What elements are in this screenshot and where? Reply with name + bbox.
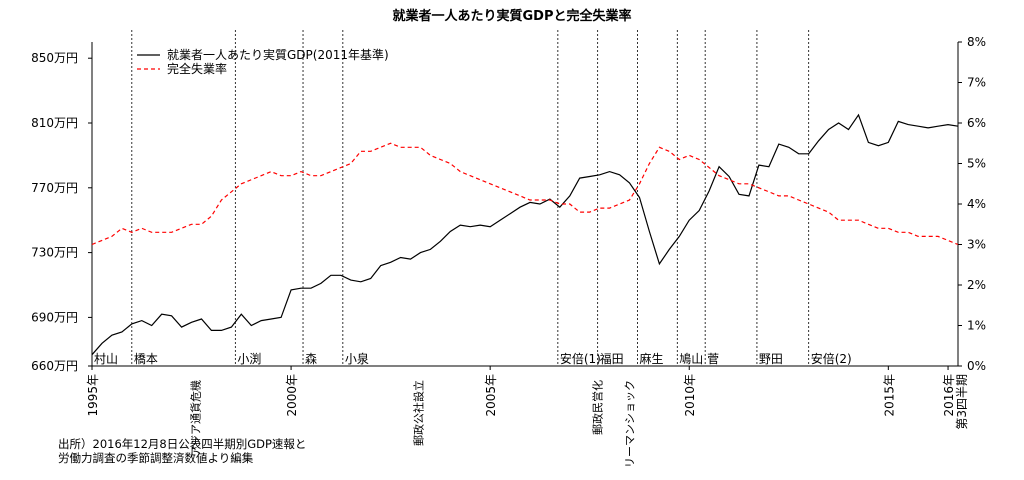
cabinet-divider-lines: [131, 30, 810, 366]
event-label: アジア通貨危機: [189, 380, 203, 457]
x-tick-label: 2000年: [285, 374, 299, 417]
event-label: リーマンショック: [624, 380, 637, 468]
left-tick-label: 850万円: [31, 51, 78, 65]
cabinet-label: 菅: [707, 352, 719, 366]
cabinet-label: 野田: [759, 352, 783, 366]
left-tick-label: 690万円: [31, 310, 78, 324]
right-tick-label: 5%: [967, 157, 986, 171]
gdp-series-line: [91, 113, 959, 356]
cabinet-label: 小渕: [237, 352, 261, 366]
right-tick-label: 1%: [967, 319, 986, 333]
cabinet-label: 村山: [94, 352, 118, 366]
chart-title: 就業者一人あたり実質GDPと完全失業率: [392, 9, 632, 24]
cabinet-label: 橋本: [134, 352, 158, 366]
left-tick-label: 660万円: [31, 359, 78, 373]
cabinet-label: 安倍(1): [560, 351, 601, 366]
right-tick-label: 0%: [967, 359, 986, 373]
cabinet-label: 麻生: [639, 351, 663, 366]
x-tick-label-line: 第3四半期: [955, 374, 969, 430]
x-tick-label: 2015年: [882, 374, 896, 417]
event-label: 郵政民営化: [591, 380, 605, 435]
x-tick-label: 2005年: [484, 374, 498, 417]
x-tick-label-line: 2016年: [942, 374, 956, 417]
x-tick-label: 2010年: [683, 374, 697, 417]
right-tick-label: 4%: [967, 197, 986, 211]
right-tick-label: 2%: [967, 278, 986, 292]
right-tick-label: 6%: [967, 116, 986, 130]
legend-label: 完全失業率: [167, 61, 227, 76]
event-label: 郵政公社設立: [411, 380, 425, 446]
x-tick-label: 1995年: [86, 374, 100, 417]
cabinet-label: 小泉: [345, 352, 369, 366]
cabinet-label: 安倍(2): [811, 351, 852, 366]
axes: 660万円 690万円 730万円 770万円 810万円 850万円 0% 1% 2% 3% 4%…: [31, 35, 986, 430]
left-tick-label: 730万円: [31, 246, 78, 260]
legend-label: 就業者一人あたり実質GDP(2011年基準): [167, 47, 389, 62]
left-tick-label: 810万円: [31, 116, 78, 130]
left-tick-label: 770万円: [31, 181, 78, 195]
series-layer: [91, 113, 959, 356]
right-tick-label: 3%: [967, 238, 986, 252]
annotation-labels: 村山 橋本 小渕 森 小泉 安倍(1)福田 麻生 鳩山菅 野田 安倍(2) アジア通貨危機 郵政公社設…: [94, 351, 852, 468]
cabinet-label: 鳩山: [679, 352, 703, 366]
source-line-1: 出所）2016年12月8日公表四半期別GDP速報と: [58, 437, 307, 451]
unemployment-series-line: [91, 142, 959, 246]
cabinet-label: 福田: [600, 351, 624, 366]
source-line-2: 労働力調査の季節調整済数値より編集: [58, 451, 254, 465]
cabinet-label: 森: [305, 351, 317, 366]
source-note: 出所）2016年12月8日公表四半期別GDP速報と 労働力調査の季節調整済数値よ…: [58, 437, 306, 465]
legend: 就業者一人あたり実質GDP(2011年基準)完全失業率: [137, 47, 389, 76]
right-tick-label: 7%: [967, 76, 986, 90]
x-tick-label: 2016年第3四半期: [942, 374, 969, 430]
right-tick-label: 8%: [967, 35, 986, 49]
